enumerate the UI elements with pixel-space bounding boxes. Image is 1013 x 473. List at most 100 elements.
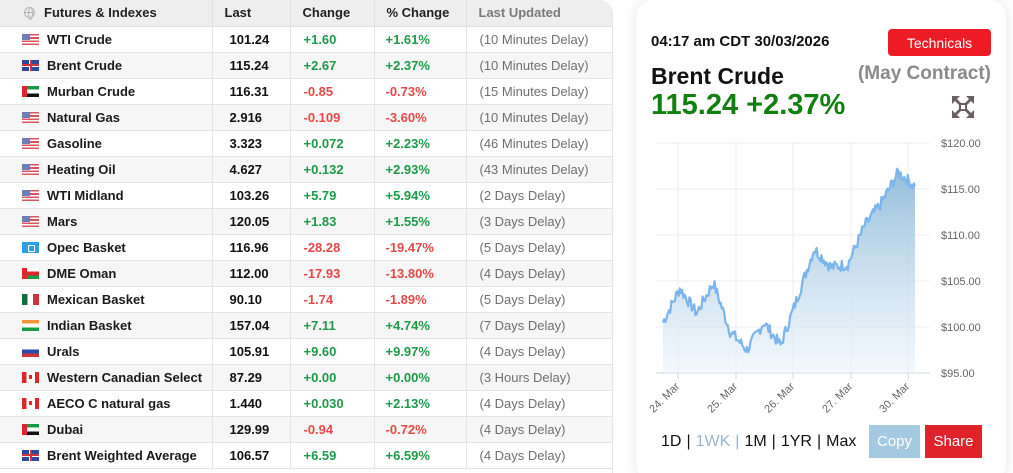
last-price: 3.323 — [212, 130, 291, 157]
table-row[interactable]: Murban Crude 116.31 -0.85 -0.73% (15 Minutes… — [0, 78, 612, 105]
pct-change-value: +6.59% — [374, 442, 467, 469]
instrument-name[interactable]: WTI Midland — [47, 187, 124, 203]
x-axis-labels: 24. Mar 25. Mar 26. Mar 27. Mar 30. Mar — [647, 380, 912, 415]
instrument-name[interactable]: Natural Gas — [47, 109, 120, 125]
instrument-name[interactable]: Mexican Basket — [47, 291, 145, 307]
instrument-name-cell[interactable]: Urals — [0, 338, 213, 365]
instrument-name-cell[interactable]: WTI Crude — [0, 26, 213, 53]
instrument-name[interactable]: Brent Crude — [47, 57, 123, 73]
instrument-name[interactable]: Dubai — [47, 421, 84, 437]
instrument-name-cell[interactable]: Mexican Basket — [0, 286, 213, 313]
x-tick-label: 26. Mar — [762, 380, 797, 415]
table-row[interactable]: WTI Crude 101.24 +1.60 +1.61% (10 Minutes De… — [0, 26, 612, 53]
last-updated-value: (3 Days Delay) — [466, 208, 612, 235]
instrument-name-cell[interactable]: AECO C natural gas — [0, 390, 213, 417]
pct-change-value: +2.13% — [374, 390, 467, 417]
table-row[interactable]: AECO C natural gas 1.440 +0.030 +2.13% (4 Da… — [0, 390, 612, 417]
range-1d[interactable]: 1D — [661, 433, 682, 450]
range-separator: | — [816, 433, 822, 450]
change-value: +0.030 — [290, 390, 375, 417]
instrument-name-cell[interactable]: Brent Crude — [0, 52, 213, 79]
change-value: +0.132 — [290, 156, 375, 183]
share-button[interactable]: Share — [925, 425, 982, 458]
flag-ae-icon — [22, 423, 39, 435]
chart-line — [661, 167, 917, 354]
timestamp: 04:17 am CDT 30/03/2026 — [651, 33, 830, 50]
instrument-name[interactable]: Gasoline — [47, 135, 102, 151]
header-pct-change[interactable]: % Change — [374, 0, 467, 27]
x-tick-label: 24. Mar — [647, 380, 682, 415]
range-separator: | — [686, 433, 691, 450]
instrument-name[interactable]: Mars — [47, 213, 78, 229]
expand-arrows-icon[interactable] — [952, 96, 974, 118]
instrument-name-cell[interactable]: Opec Basket — [0, 234, 213, 261]
last-price: 115.24 — [212, 52, 291, 79]
pct-change-value: +2.23% — [374, 130, 467, 157]
instrument-name[interactable]: Murban Crude — [47, 83, 136, 99]
last-price: 129.99 — [212, 416, 291, 443]
instrument-name-cell[interactable]: Natural Gas — [0, 104, 213, 131]
instrument-name[interactable]: AECO C natural gas — [47, 395, 171, 411]
table-row[interactable]: Indian Basket 157.04 +7.11 +4.74% (7 Days De… — [0, 312, 612, 339]
instrument-name-cell[interactable]: Indian Basket — [0, 312, 213, 339]
range-1wk[interactable]: 1WK — [695, 433, 731, 450]
last-price: 1.440 — [212, 390, 291, 417]
instrument-name-cell[interactable]: Dubai — [0, 416, 213, 443]
detail-card: 04:17 am CDT 30/03/2026 Technicals Brent… — [636, 0, 1006, 473]
table-row[interactable]: Western Canadian Select 87.29 +0.00 +0.00%(… — [0, 364, 612, 391]
header-futures-indexes[interactable]: Futures & Indexes — [0, 0, 213, 27]
table-row[interactable]: Dubai 129.99 -0.94 -0.72% (4 Days Delay) — [0, 416, 612, 443]
table-row[interactable]: DME Oman 112.00 -17.93 -13.80% (4 Days Delay… — [0, 260, 612, 287]
instrument-name-cell[interactable]: Heating Oil — [0, 156, 213, 183]
instrument-name[interactable]: WTI Crude — [47, 31, 112, 47]
table-row[interactable]: Gasoline 3.323 +0.072 +2.23% (46 Minutes Del… — [0, 130, 612, 157]
last-price: 103.26 — [212, 182, 291, 209]
table-row[interactable]: Urals 105.91 +9.60 +9.97% (4 Days Delay) — [0, 338, 612, 365]
instrument-name-cell[interactable]: WTI Midland — [0, 182, 213, 209]
table-row[interactable]: Heating Oil 4.627 +0.132 +2.93% (43 Minutes … — [0, 156, 612, 183]
copy-button[interactable]: Copy — [869, 425, 920, 458]
flag-uk-icon — [22, 59, 39, 71]
last-price: 101.24 — [212, 26, 291, 53]
instrument-name[interactable]: Brent Weighted Average — [47, 447, 197, 463]
last-price: 4.627 — [212, 156, 291, 183]
change-value: +6.59 — [290, 442, 375, 469]
pct-change-value: -3.60% — [374, 104, 467, 131]
technicals-button[interactable]: Technicals — [888, 29, 991, 56]
change-value: +1.60 — [290, 26, 375, 53]
flag-ae-icon — [22, 85, 39, 97]
instrument-name-cell[interactable]: Brent Weighted Average — [0, 442, 213, 469]
instrument-name[interactable]: Heating Oil — [47, 161, 116, 177]
range-1m[interactable]: 1M — [744, 433, 767, 450]
instrument-name-cell[interactable]: Western Canadian Select — [0, 364, 213, 391]
y-tick-label: $105.00 — [941, 276, 981, 288]
instrument-name-cell[interactable]: Murban Crude — [0, 78, 213, 105]
range-max[interactable]: Max — [826, 433, 857, 450]
range-1yr[interactable]: 1YR — [780, 433, 812, 450]
table-row[interactable]: Brent Crude 115.24 +2.67 +2.37% (10 Minutes … — [0, 52, 612, 79]
flag-us-icon — [22, 33, 39, 45]
instrument-name-cell[interactable]: DME Oman — [0, 260, 213, 287]
range-selector: 1D | 1WK | 1M | 1YR | Max — [661, 433, 856, 451]
instrument-name-cell[interactable]: Mars — [0, 208, 213, 235]
table-row[interactable]: Natural Gas 2.916 -0.109 -3.60% (10 Minutes … — [0, 104, 612, 131]
instrument-name[interactable]: Opec Basket — [47, 239, 126, 255]
instrument-name[interactable]: Indian Basket — [47, 317, 132, 333]
header-change[interactable]: Change — [290, 0, 375, 27]
instrument-name[interactable]: Urals — [47, 343, 80, 359]
instrument-name-cell[interactable]: Gasoline — [0, 130, 213, 157]
instrument-name[interactable]: Western Canadian Select — [47, 369, 203, 385]
table-row[interactable]: Mars 120.05 +1.83 +1.55% (3 Days Delay) — [0, 208, 612, 235]
flag-us-icon — [22, 163, 39, 175]
change-value: +2.67 — [290, 52, 375, 79]
table-row[interactable]: Brent Weighted Average 106.57 +6.59 +6.59%(… — [0, 442, 612, 469]
last-price: 116.31 — [212, 78, 291, 105]
flag-ca-icon — [22, 371, 39, 383]
table-row[interactable]: Opec Basket 116.96 -28.28 -19.47% (5 Days De… — [0, 234, 612, 261]
instrument-name[interactable]: DME Oman — [47, 265, 117, 281]
table-row[interactable]: Mexican Basket 90.10 -1.74 -1.89% (5 Days De… — [0, 286, 612, 313]
price-change: 115.24 +2.37% — [651, 89, 846, 121]
price-chart[interactable]: $120.00 $115.00 $110.00 $105.00 $100.00 $95.0… — [636, 130, 1006, 420]
table-row[interactable]: WTI Midland 103.26 +5.79 +5.94% (2 Days Dela… — [0, 182, 612, 209]
header-last[interactable]: Last — [212, 0, 291, 27]
